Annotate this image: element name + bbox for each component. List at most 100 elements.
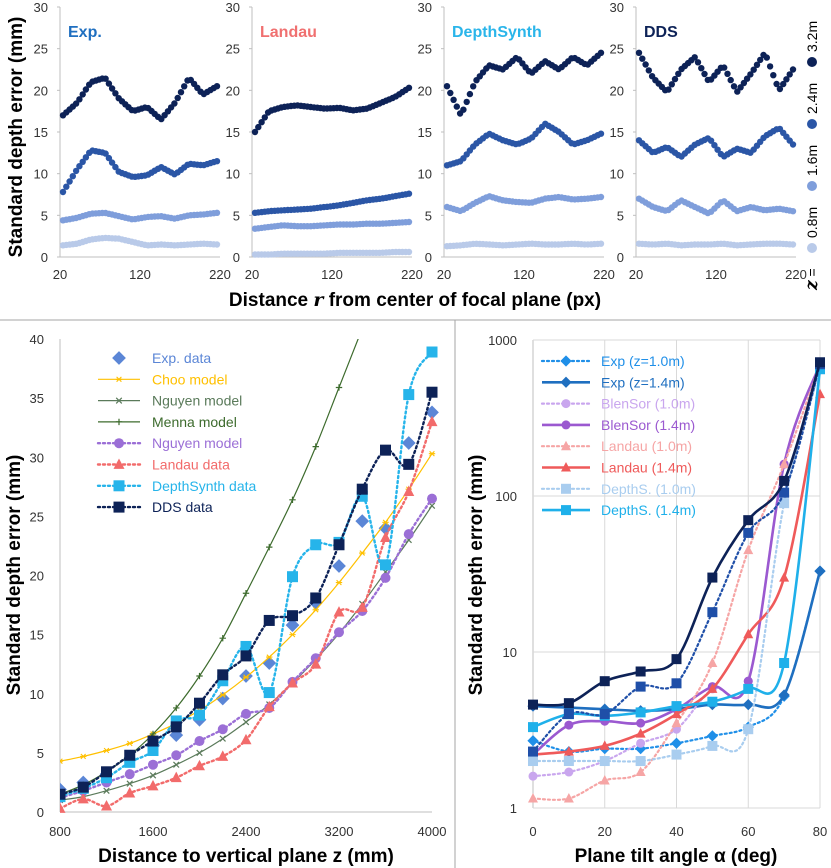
br-data-point <box>743 676 753 686</box>
bl-data-point <box>359 550 366 556</box>
scatter-point <box>597 193 605 201</box>
bl-data-point <box>335 384 343 391</box>
scatter-point <box>261 114 268 121</box>
br-data-point <box>527 735 539 747</box>
scatter-point <box>721 64 728 71</box>
scatter-point <box>463 98 470 106</box>
br-legend-label: DepthS. (1.4m) <box>601 502 696 518</box>
bl-data-point <box>312 607 319 613</box>
scatter-point <box>405 190 413 197</box>
br-data-point <box>671 701 682 712</box>
scatter-point <box>747 71 754 78</box>
br-data-point <box>564 720 574 730</box>
bl-data-point <box>380 444 391 456</box>
scatter-point <box>76 96 83 103</box>
bl-y-tick-label: 10 <box>30 687 44 702</box>
top-x-tick-label: 120 <box>513 267 535 282</box>
br-data-point <box>636 718 646 728</box>
bl-data-point <box>333 606 345 617</box>
br-data-point <box>779 498 790 509</box>
br-data-point <box>815 357 825 368</box>
bl-y-tick-label: 15 <box>30 628 44 643</box>
br-data-point <box>671 749 682 760</box>
bl-y-tick-label: 5 <box>37 746 44 761</box>
br-y-tick-label: 1000 <box>488 333 517 348</box>
bl-y-tick-label: 40 <box>30 332 44 347</box>
br-data-point <box>635 707 646 718</box>
scatter-point <box>108 85 116 92</box>
scatter-point <box>671 75 679 83</box>
br-data-point <box>635 666 646 677</box>
top-y-tick-label: 20 <box>226 83 240 98</box>
bl-legend-label: DepthSynth data <box>152 478 257 494</box>
bl-data-point <box>356 601 368 612</box>
scatter-point <box>783 76 790 83</box>
scatter-point <box>766 63 774 70</box>
br-data-point <box>814 565 826 577</box>
top-y-tick-label: 15 <box>610 125 624 140</box>
br-data-point <box>779 658 790 669</box>
top-panel-title: DDS <box>644 24 678 41</box>
top-x-tick-label: 220 <box>401 267 423 282</box>
scatter-point <box>443 83 451 90</box>
scatter-point <box>66 178 73 185</box>
top-y-tick-label: 20 <box>418 83 432 98</box>
scatter-point <box>724 70 731 78</box>
bl-data-point <box>426 415 438 427</box>
top-x-tick-label: 120 <box>321 267 343 282</box>
br-data-point <box>563 698 574 709</box>
top-y-tick-label: 20 <box>610 83 624 98</box>
scatter-point <box>105 80 113 87</box>
scatter-series-2 <box>635 125 797 160</box>
bl-y-tick-label: 0 <box>37 805 44 820</box>
scatter-series-3 <box>635 49 797 95</box>
br-data-point <box>563 746 574 756</box>
scatter-point <box>789 141 797 148</box>
bl-data-point <box>77 792 89 804</box>
scatter-point <box>255 123 262 131</box>
scatter-point <box>69 173 77 180</box>
br-data-point <box>743 628 754 639</box>
bl-legend-label: Choo model <box>152 371 228 387</box>
bl-data-point <box>242 590 250 597</box>
bl-data-point <box>124 787 136 798</box>
bl-data-point <box>194 697 205 709</box>
bl-data-point <box>170 721 182 733</box>
br-data-point <box>563 709 574 720</box>
scatter-point <box>453 103 460 110</box>
bl-data-point <box>60 802 66 813</box>
bl-y-tick-label: 30 <box>30 450 44 465</box>
bl-data-point <box>60 788 66 800</box>
scatter-point <box>730 83 738 90</box>
z-legend-marker <box>807 181 817 191</box>
top-y-tick-label: 25 <box>34 42 48 57</box>
br-data-point <box>564 767 574 777</box>
bl-legend-label: DDS data <box>152 499 213 515</box>
scatter-point <box>789 241 797 248</box>
top-y-tick-label: 5 <box>233 208 240 223</box>
bl-x-tick-label: 3200 <box>325 824 354 839</box>
bl-data-point <box>124 756 136 768</box>
br-legend-marker <box>561 420 571 430</box>
scatter-point <box>82 154 90 161</box>
top-panel-title: Exp. <box>68 24 102 41</box>
bl-data-point <box>194 759 205 771</box>
scatter-point <box>597 49 605 56</box>
bl-series-line <box>60 350 434 798</box>
br-data-point <box>599 775 610 785</box>
bl-data-point <box>148 759 158 770</box>
br-legend-marker <box>560 376 572 388</box>
z-legend-eq: = <box>804 268 820 280</box>
scatter-series-1 <box>443 193 605 215</box>
scatter-point <box>694 59 702 66</box>
bl-data-point <box>428 502 436 509</box>
bl-data-point <box>173 761 180 768</box>
z-legend-marker <box>807 119 817 129</box>
bl-data-point <box>263 700 275 712</box>
br-legend-label: Landau (1.4m) <box>601 460 692 476</box>
br-data-point <box>599 740 610 750</box>
scatter-point <box>213 83 221 90</box>
scatter-point <box>750 66 757 73</box>
br-data-point <box>599 756 610 767</box>
bl-data-point <box>403 389 415 401</box>
